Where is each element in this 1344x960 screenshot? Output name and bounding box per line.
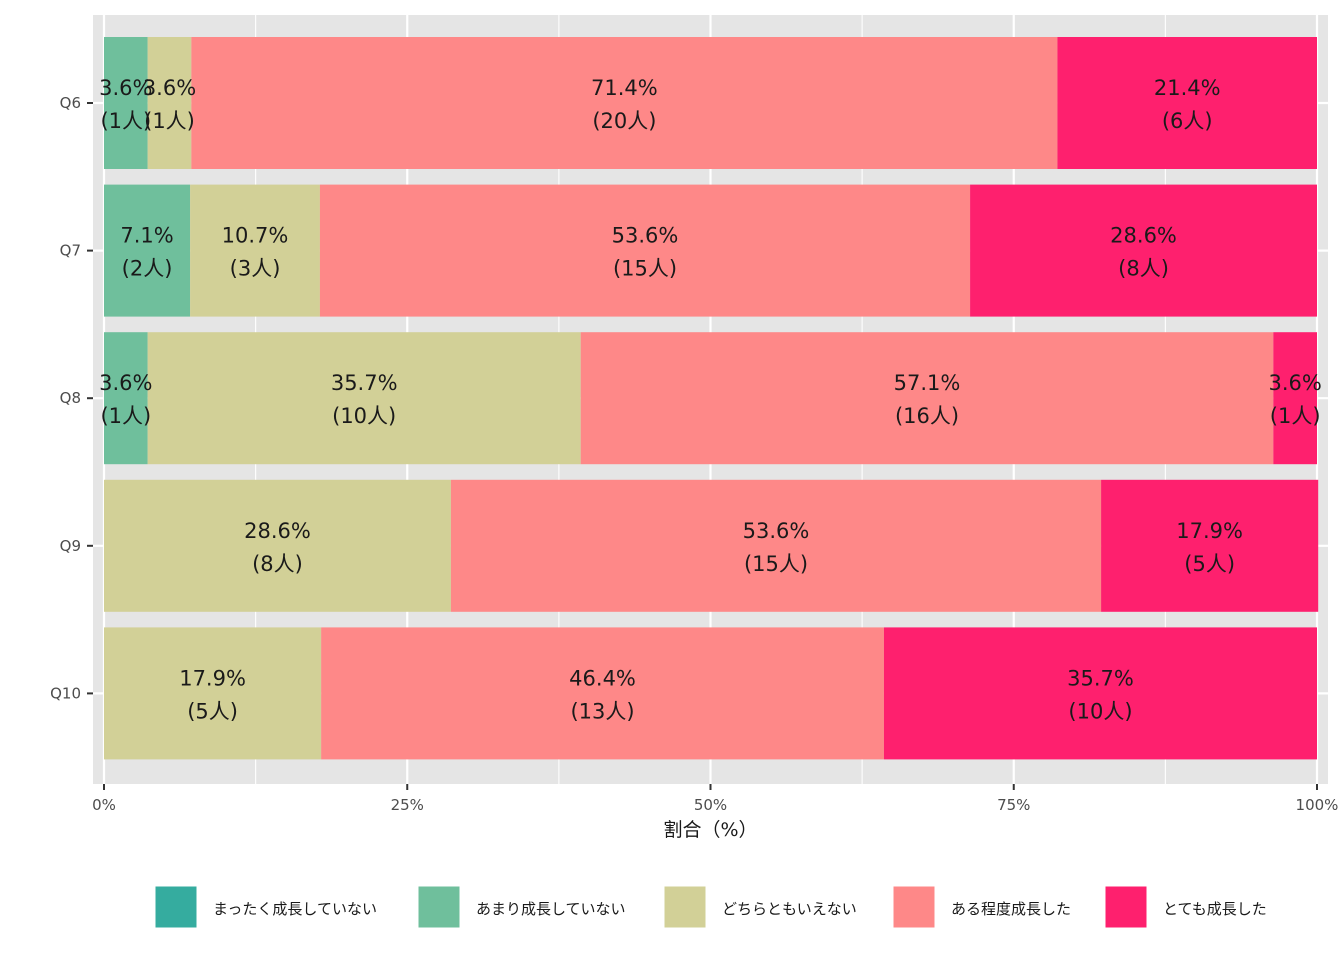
x-tick-label: 100% <box>1296 796 1339 814</box>
legend-label: どちらともいえない <box>722 900 857 918</box>
bar-percent-label: 7.1% <box>120 224 173 248</box>
bar-count-label: (6人) <box>1162 109 1213 133</box>
legend-label: ある程度成長した <box>951 900 1071 918</box>
bar-percent-label: 3.6% <box>99 371 152 395</box>
bar-percent-label: 71.4% <box>591 76 658 100</box>
legend-label: まったく成長していない <box>213 900 377 918</box>
bar-percent-label: 35.7% <box>1067 666 1134 690</box>
bar-segment <box>1273 332 1317 465</box>
x-tick-label: 0% <box>92 796 116 814</box>
x-tick-label: 50% <box>694 796 727 814</box>
bar-percent-label: 53.6% <box>612 224 679 248</box>
bar-segment <box>147 332 581 465</box>
legend-key <box>663 885 707 929</box>
bar-segment <box>1101 479 1319 612</box>
bar-percent-label: 28.6% <box>244 519 311 543</box>
bar-count-label: (15人) <box>613 257 677 281</box>
bar-count-label: (1人) <box>100 109 151 133</box>
legend-label: あまり成長していない <box>476 900 626 918</box>
bar-count-label: (16人) <box>895 404 959 428</box>
y-tick-label: Q7 <box>60 242 81 260</box>
bar-count-label: (1人) <box>100 404 151 428</box>
bar-percent-label: 3.6% <box>99 76 152 100</box>
y-tick-label: Q10 <box>50 684 81 702</box>
bar-count-label: (5人) <box>1184 552 1235 576</box>
bar-percent-label: 17.9% <box>1176 519 1243 543</box>
legend-key <box>1104 885 1148 929</box>
legend: まったく成長していない あまり成長していない どちらともいえない ある程度成長した とて… <box>154 885 1267 929</box>
bar-segment <box>450 479 1102 612</box>
y-tick-label: Q9 <box>60 537 81 555</box>
bar-labels: 3.6% (1人) 3.6% (1人) 71.4% (20人) 21.4% (6人) 7.1% (… <box>99 76 1322 723</box>
legend-label: とても成長した <box>1163 900 1267 918</box>
bar-count-label: (1人) <box>1270 404 1321 428</box>
y-axis: Q6 Q7 Q8 Q9 Q10 <box>50 94 93 702</box>
bar-segment <box>104 479 451 612</box>
bar-segment <box>1057 37 1317 169</box>
bar-segment <box>104 332 148 465</box>
bar-count-label: (2人) <box>122 257 173 281</box>
bar-percent-label: 21.4% <box>1154 76 1221 100</box>
legend-key <box>154 885 198 929</box>
legend-key <box>892 885 936 929</box>
x-tick-label: 25% <box>391 796 424 814</box>
y-tick-label: Q8 <box>60 389 81 407</box>
legend-key <box>417 885 461 929</box>
bar-percent-label: 46.4% <box>569 666 636 690</box>
bar-count-label: (10人) <box>332 404 396 428</box>
bar-count-label: (20人) <box>592 109 656 133</box>
bar-count-label: (8人) <box>1118 257 1169 281</box>
bar-count-label: (8人) <box>252 552 303 576</box>
x-axis-title: 割合（%） <box>663 819 757 841</box>
bar-percent-label: 10.7% <box>222 224 289 248</box>
bar-percent-label: 53.6% <box>743 519 810 543</box>
bar-segment <box>147 37 192 169</box>
bar-segment <box>104 627 322 760</box>
bar-segment <box>970 184 1317 317</box>
bar-segment <box>104 184 191 317</box>
bar-count-label: (5人) <box>187 699 238 723</box>
x-axis: 0% 25% 50% 75% 100% <box>92 784 1338 814</box>
bar-segment <box>580 332 1274 465</box>
bar-segment <box>883 627 1317 760</box>
bar-count-label: (1人) <box>144 109 195 133</box>
bar-count-label: (13人) <box>570 699 634 723</box>
bar-percent-label: 57.1% <box>894 371 961 395</box>
bar-count-label: (10人) <box>1068 699 1132 723</box>
bars <box>104 37 1319 760</box>
bar-percent-label: 35.7% <box>331 371 398 395</box>
bar-percent-label: 17.9% <box>179 666 246 690</box>
bar-percent-label: 28.6% <box>1110 224 1177 248</box>
bar-count-label: (15人) <box>744 552 808 576</box>
bar-segment <box>321 627 884 760</box>
bar-percent-label: 3.6% <box>1268 371 1321 395</box>
x-tick-label: 75% <box>997 796 1030 814</box>
bar-segment <box>319 184 971 317</box>
bar-segment <box>190 184 320 317</box>
bar-count-label: (3人) <box>230 257 281 281</box>
bar-segment <box>104 37 148 169</box>
y-tick-label: Q6 <box>60 94 81 112</box>
bar-percent-label: 3.6% <box>143 76 196 100</box>
bar-segment <box>191 37 1058 169</box>
